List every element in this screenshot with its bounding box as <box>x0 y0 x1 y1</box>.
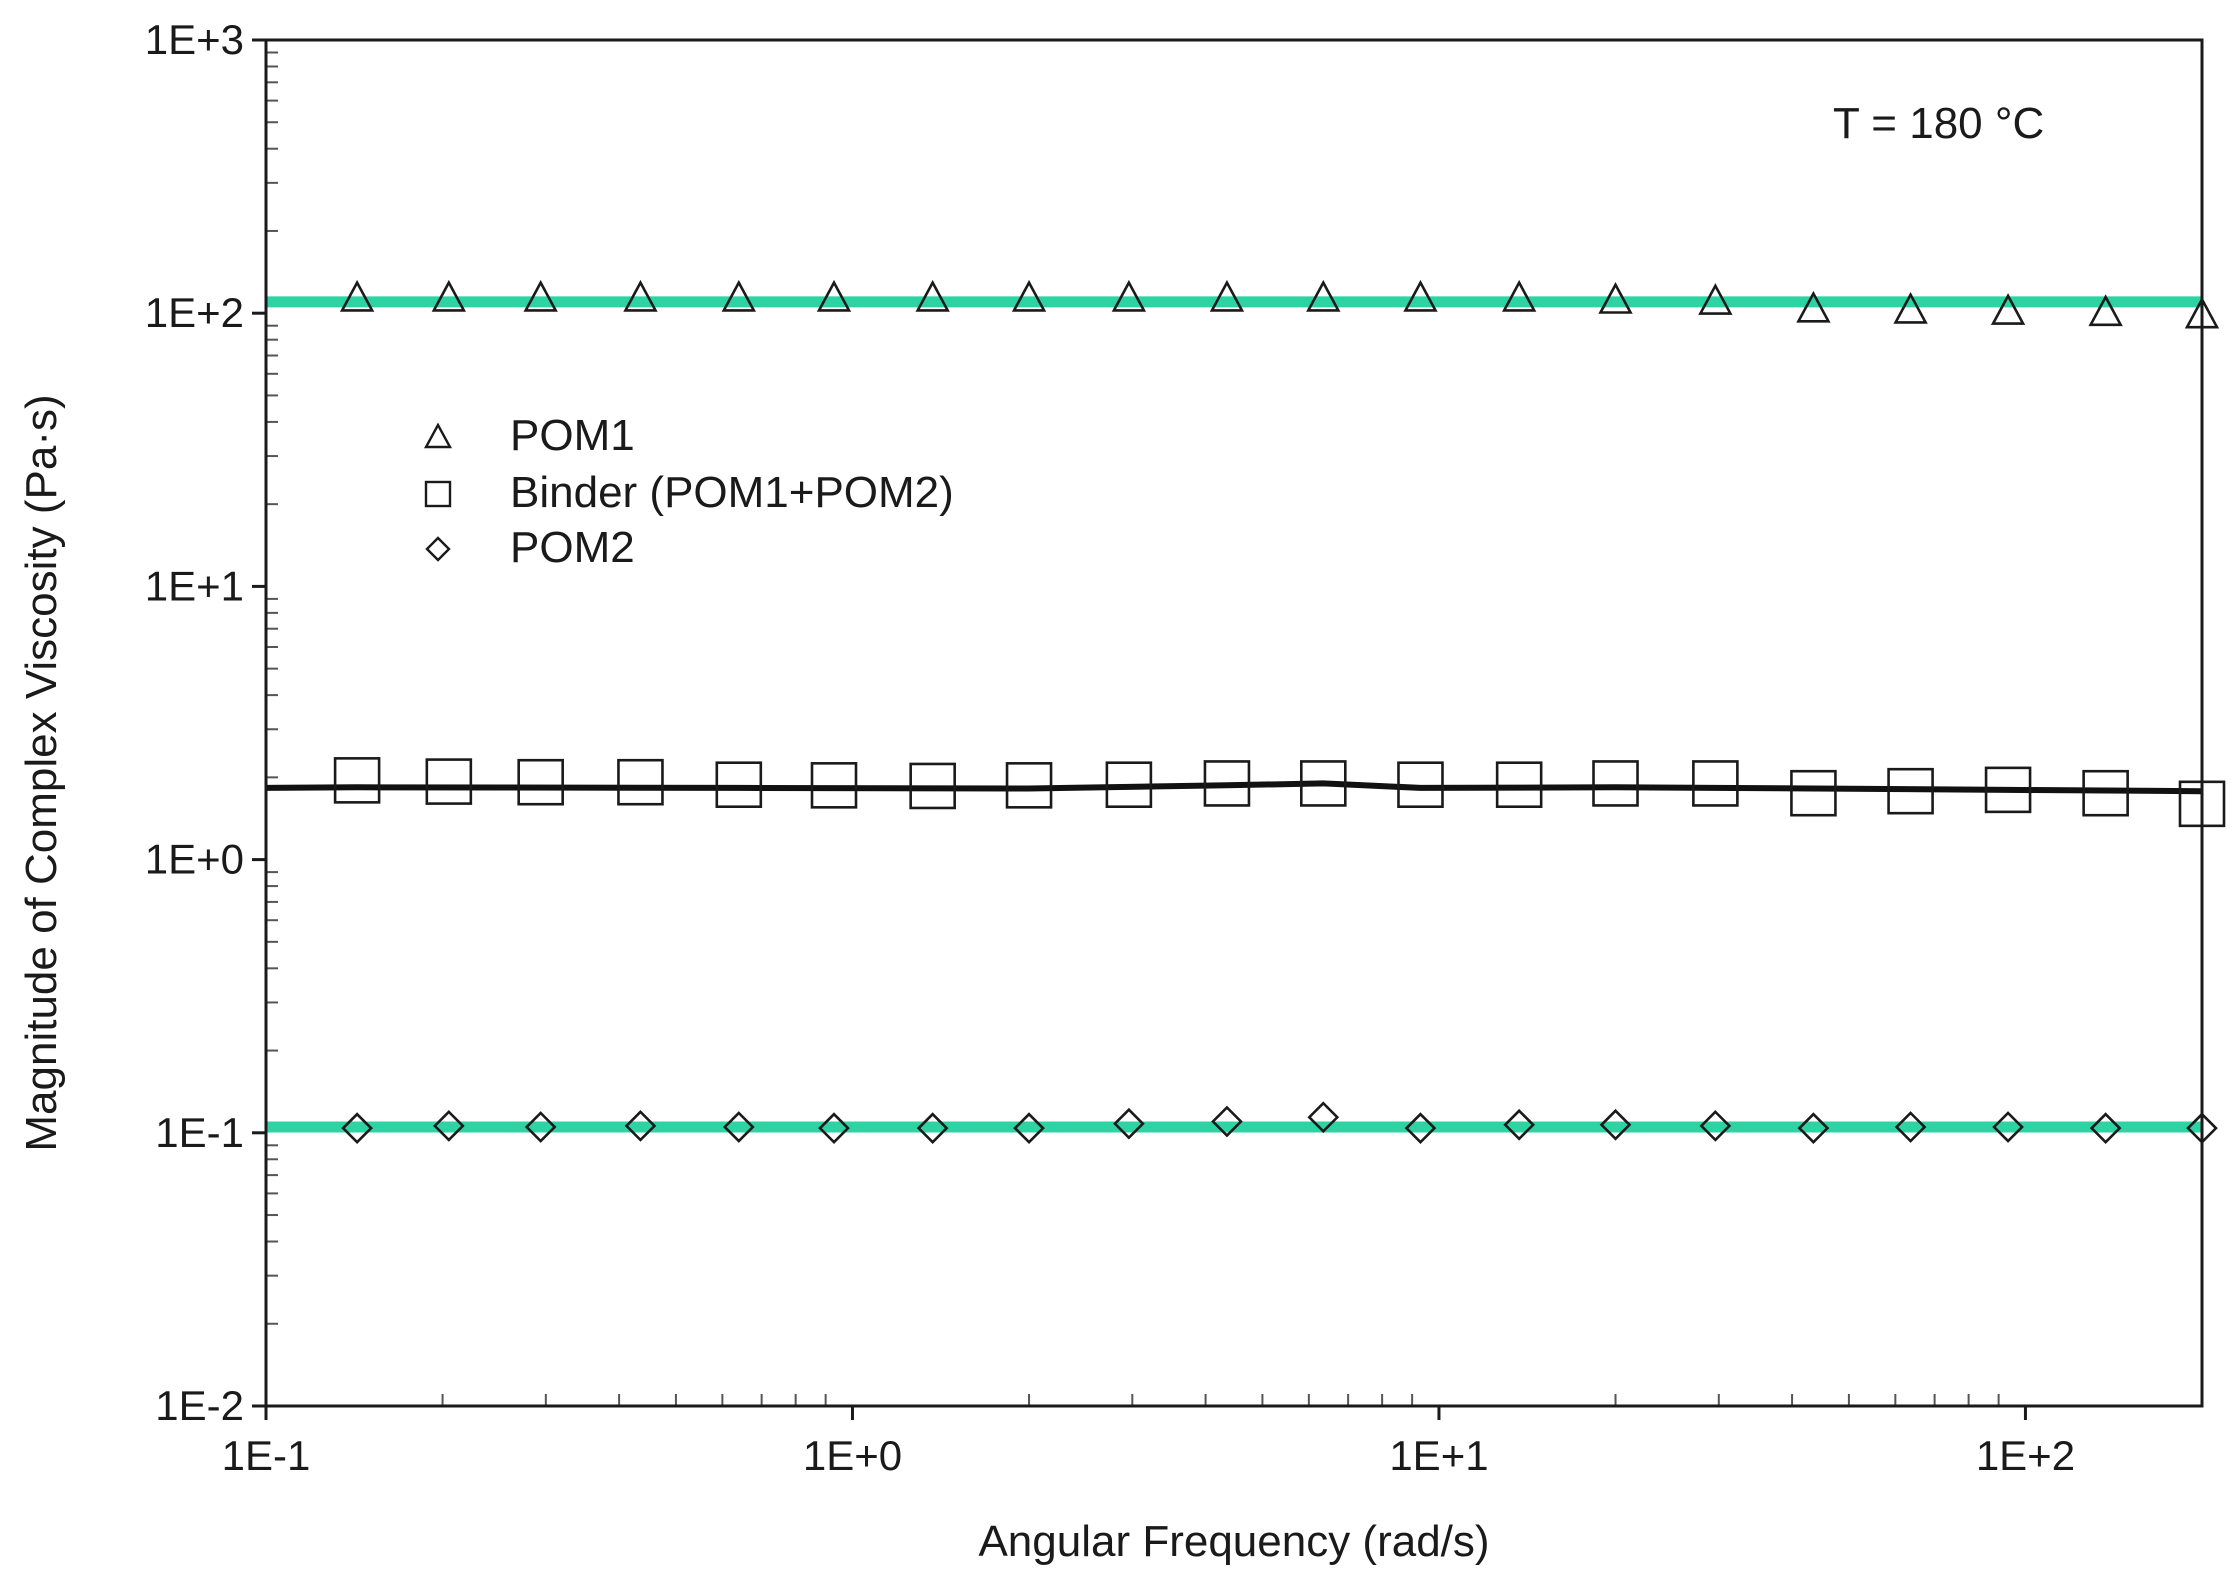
point-diamond-5 <box>722 1111 755 1143</box>
point-square-8 <box>1005 762 1053 809</box>
point-square-4 <box>617 758 664 806</box>
point-square-18 <box>1984 766 2032 814</box>
point-triangle-10 <box>1209 279 1245 312</box>
y-tick-label: 1E-1 <box>155 1109 244 1156</box>
point-square-10 <box>1203 760 1251 807</box>
y-axis-title: Magnitude of Complex Viscosity (Pa·s) <box>17 394 66 1151</box>
point-square-5 <box>715 761 763 809</box>
point-square-1 <box>333 757 381 804</box>
point-triangle-17 <box>1893 291 1928 324</box>
point-triangle-5 <box>721 279 756 312</box>
point-diamond-7 <box>916 1112 949 1144</box>
point-triangle-8 <box>1011 279 1047 312</box>
point-diamond-17 <box>1894 1111 1927 1143</box>
x-tick-labels: 1E-1 1E+0 1E+1 1E+2 <box>222 1432 2075 1479</box>
point-square-9 <box>1105 761 1153 809</box>
point-diamond-8 <box>1013 1112 1045 1144</box>
point-square-12 <box>1397 761 1444 809</box>
point-diamond-18 <box>1992 1111 2024 1143</box>
point-triangle-7 <box>915 279 950 312</box>
point-triangle-19 <box>2088 294 2123 327</box>
point-triangle-12 <box>1403 279 1438 312</box>
point-diamond-6 <box>818 1112 850 1144</box>
point-square-11 <box>1299 760 1347 807</box>
point-diamond-10 <box>1211 1105 1243 1138</box>
legend-label: POM2 <box>510 523 635 572</box>
legend-marker-triangle <box>423 422 453 449</box>
point-triangle-4 <box>623 279 658 312</box>
x-tick-label: 1E-1 <box>222 1432 311 1479</box>
point-triangle-18 <box>1990 293 2026 325</box>
point-triangle-11 <box>1306 279 1341 312</box>
point-square-2 <box>425 758 473 805</box>
point-triangle-9 <box>1111 279 1147 312</box>
point-diamond-11 <box>1307 1101 1340 1134</box>
point-diamond-16 <box>1797 1112 1830 1144</box>
legend-label: POM1 <box>510 411 635 460</box>
legend-marker-diamond <box>425 536 451 562</box>
point-square-14 <box>1592 760 1639 807</box>
y-tick-label: 1E+2 <box>145 289 244 336</box>
x-axis-title: Angular Frequency (rad/s) <box>978 1517 1489 1566</box>
y-tick-label: 1E+0 <box>145 836 244 883</box>
point-square-3 <box>517 758 564 806</box>
point-triangle-16 <box>1796 290 1831 323</box>
point-triangle-3 <box>523 279 558 312</box>
data-markers <box>333 279 2226 1144</box>
point-triangle-6 <box>816 279 852 312</box>
legend: POM1 Binder (POM1+POM2) POM2 <box>423 411 954 572</box>
point-diamond-19 <box>2089 1112 2122 1144</box>
point-diamond-12 <box>1404 1112 1437 1144</box>
x-tick-label: 1E+0 <box>803 1432 902 1479</box>
minor-ticks <box>266 51 2203 1406</box>
point-square-16 <box>1790 769 1837 817</box>
point-diamond-2 <box>433 1110 465 1142</box>
x-tick-label: 1E+1 <box>1389 1432 1488 1479</box>
point-square-15 <box>1692 760 1739 807</box>
plot-frame <box>264 38 2204 1408</box>
point-square-6 <box>810 762 858 809</box>
point-diamond-1 <box>341 1112 373 1144</box>
legend-label: Binder (POM1+POM2) <box>510 468 954 517</box>
point-triangle-14 <box>1598 282 1633 314</box>
point-diamond-15 <box>1699 1110 1732 1142</box>
y-tick-label: 1E+3 <box>145 16 244 63</box>
point-diamond-13 <box>1503 1108 1535 1141</box>
point-triangle-15 <box>1698 283 1733 315</box>
temperature-annotation: T = 180 °C <box>1833 99 2044 148</box>
point-diamond-14 <box>1599 1108 1632 1141</box>
y-tick-label: 1E+1 <box>145 562 244 609</box>
point-triangle-2 <box>431 279 467 312</box>
point-triangle-1 <box>339 279 375 312</box>
y-tick-label: 1E-2 <box>155 1382 244 1429</box>
point-diamond-9 <box>1113 1107 1145 1140</box>
legend-marker-square <box>424 480 452 508</box>
point-diamond-3 <box>524 1111 557 1143</box>
point-square-17 <box>1887 767 1934 815</box>
x-tick-label: 1E+2 <box>1976 1432 2075 1479</box>
y-tick-labels: 1E-2 1E-1 1E+0 1E+1 1E+2 1E+3 <box>145 16 244 1429</box>
fit-line-2 <box>265 780 2203 795</box>
point-square-19 <box>2082 769 2129 817</box>
point-triangle-13 <box>1501 279 1537 312</box>
point-square-13 <box>1495 761 1543 809</box>
point-square-7 <box>909 762 956 810</box>
major-ticks <box>252 38 2027 1420</box>
point-diamond-4 <box>624 1110 657 1142</box>
